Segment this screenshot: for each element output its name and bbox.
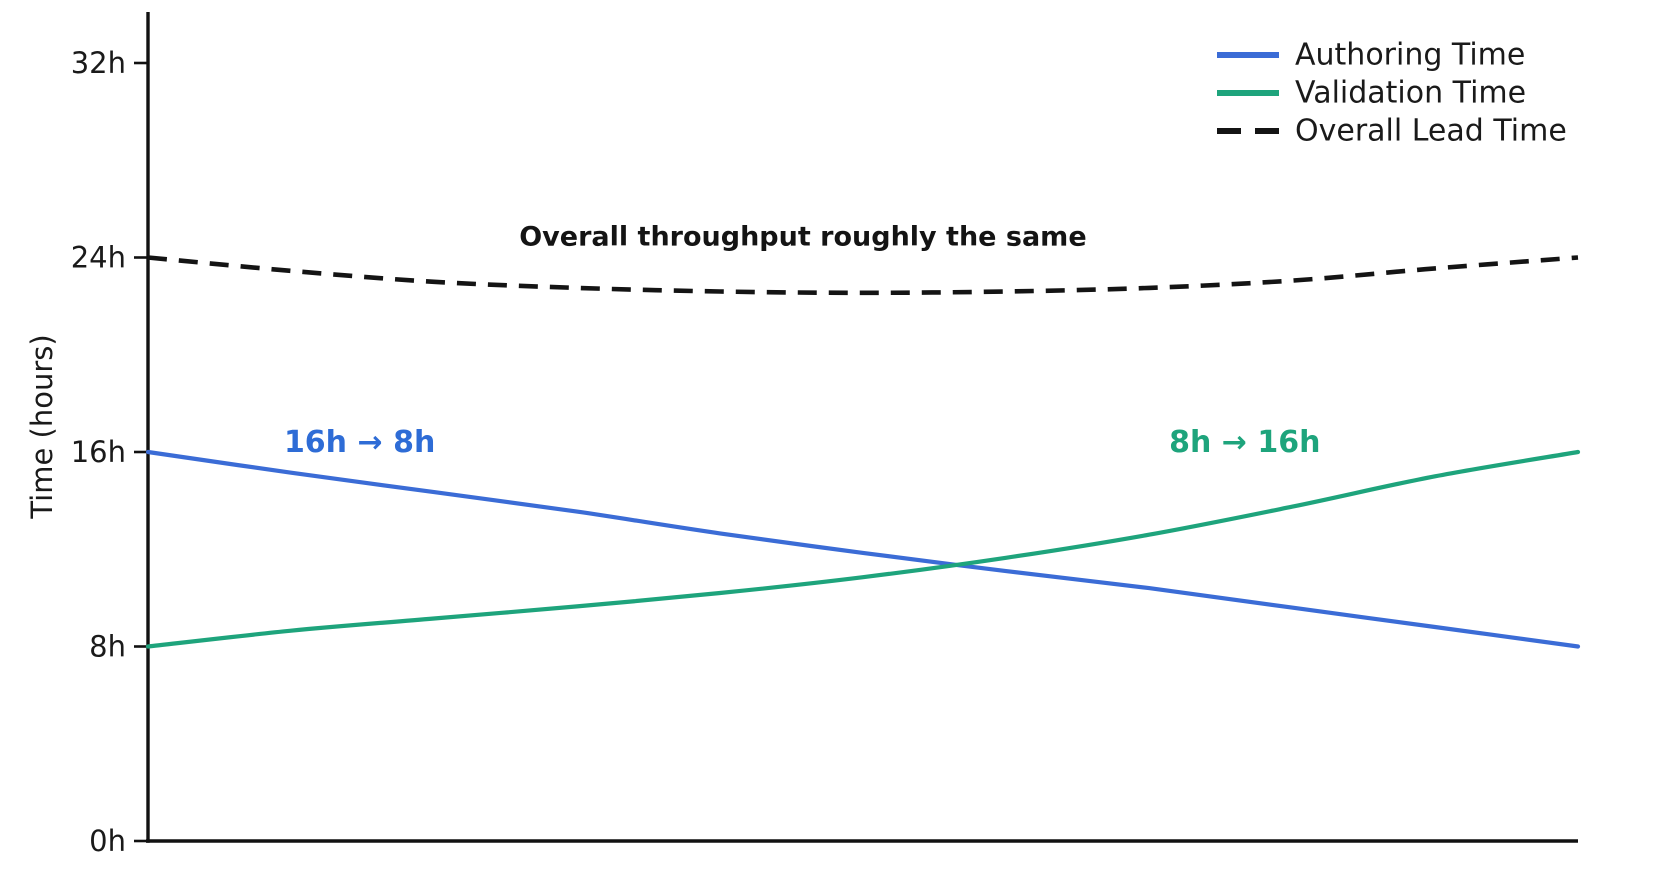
validation-time-line xyxy=(145,449,1581,649)
legend-label-authoring-time: Authoring Time xyxy=(1295,38,1525,73)
overall-lead-time-line xyxy=(147,255,1579,296)
y-tick-label-32h: 32h xyxy=(71,46,126,80)
y-tick-label-16h: 16h xyxy=(71,435,126,469)
y-tick-label-24h: 24h xyxy=(71,241,126,275)
y-tick-label-8h: 8h xyxy=(89,630,126,664)
annotation-overall-throughput-roughly-the-same: Overall throughput roughly the same xyxy=(519,221,1086,252)
y-tick-label-0h: 0h xyxy=(89,824,126,858)
legend-label-overall-lead-time: Overall Lead Time xyxy=(1295,114,1567,149)
y-axis-title: Time (hours) xyxy=(25,334,59,519)
annotation-16h-8h: 16h → 8h xyxy=(284,425,435,460)
annotation-8h-16h: 8h → 16h xyxy=(1169,425,1320,460)
authoring-time-line xyxy=(145,449,1581,649)
legend-label-validation-time: Validation Time xyxy=(1295,76,1526,111)
